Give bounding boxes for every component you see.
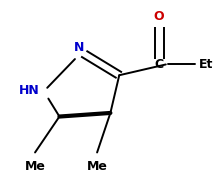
Text: Me: Me (87, 160, 107, 173)
Text: N: N (74, 41, 85, 54)
Text: C: C (155, 58, 164, 71)
Text: Et: Et (199, 58, 213, 71)
Text: O: O (154, 10, 164, 23)
Text: Me: Me (25, 160, 45, 173)
Text: HN: HN (19, 84, 39, 97)
